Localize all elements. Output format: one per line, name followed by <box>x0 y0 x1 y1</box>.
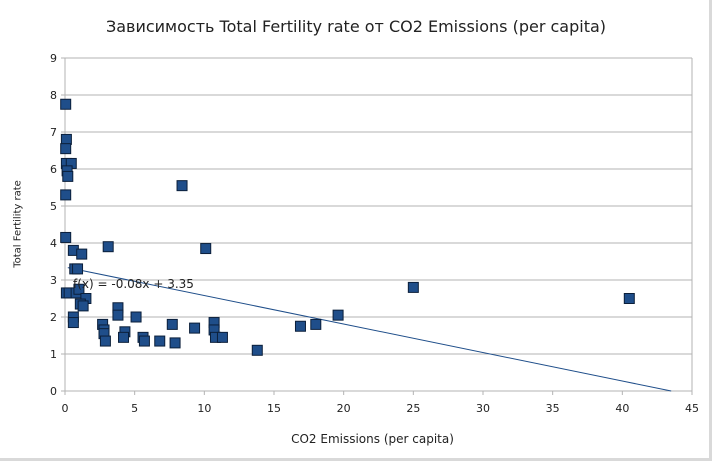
x-tick-label: 5 <box>131 402 138 415</box>
window-edge-bottom <box>0 458 712 461</box>
y-tick-label: 8 <box>50 89 57 102</box>
y-tick-label: 2 <box>50 311 57 324</box>
y-tick-label: 3 <box>50 274 57 287</box>
y-tick-label: 4 <box>50 237 57 250</box>
data-point <box>332 309 344 321</box>
data-point <box>60 143 72 155</box>
y-tick-label: 1 <box>50 348 57 361</box>
x-tick-label: 10 <box>197 402 211 415</box>
data-point <box>60 231 72 243</box>
data-point <box>99 335 111 347</box>
data-point <box>62 170 74 182</box>
data-point <box>251 344 263 356</box>
y-tick-label: 6 <box>50 163 57 176</box>
data-point <box>60 98 72 110</box>
x-tick-label: 15 <box>267 402 281 415</box>
data-point <box>102 241 114 253</box>
x-tick-label: 35 <box>546 402 560 415</box>
data-point <box>216 331 228 343</box>
trend-line <box>67 267 672 392</box>
y-tick-label: 9 <box>50 52 57 65</box>
trendline-equation: f(x) = -0.08x + 3.35 <box>73 277 194 291</box>
data-point <box>112 309 124 321</box>
x-tick-label: 25 <box>406 402 420 415</box>
data-point <box>67 317 79 329</box>
data-point <box>623 293 635 304</box>
data-point <box>76 248 88 260</box>
x-tick-label: 40 <box>615 402 629 415</box>
data-point <box>60 133 72 145</box>
data-point <box>60 189 72 201</box>
data-point <box>200 243 212 255</box>
data-point <box>166 318 178 330</box>
x-axis-label: CO2 Emissions (per capita) <box>291 432 454 446</box>
data-point <box>73 283 85 295</box>
data-point <box>407 281 419 293</box>
data-point <box>310 318 322 330</box>
data-point <box>154 335 166 347</box>
x-tick-label: 0 <box>62 402 69 415</box>
y-tick-label: 0 <box>50 385 57 398</box>
data-point <box>176 180 188 192</box>
x-tick-label: 30 <box>476 402 490 415</box>
data-point <box>294 320 306 332</box>
data-point <box>118 331 130 343</box>
data-point <box>189 322 201 334</box>
window-edge-right <box>709 0 712 461</box>
x-tick-label: 45 <box>685 402 699 415</box>
y-axis-label: Total Fertility rate <box>12 180 24 268</box>
data-point <box>130 311 142 323</box>
y-tick-label: 5 <box>50 200 57 213</box>
data-point <box>138 335 150 347</box>
chart-title: Зависимость Total Fertility rate от CO2 … <box>105 17 607 36</box>
data-point <box>72 263 84 275</box>
y-tick-label: 7 <box>50 126 57 139</box>
data-point <box>169 337 181 349</box>
data-point <box>77 300 89 312</box>
x-tick-label: 20 <box>337 402 351 415</box>
